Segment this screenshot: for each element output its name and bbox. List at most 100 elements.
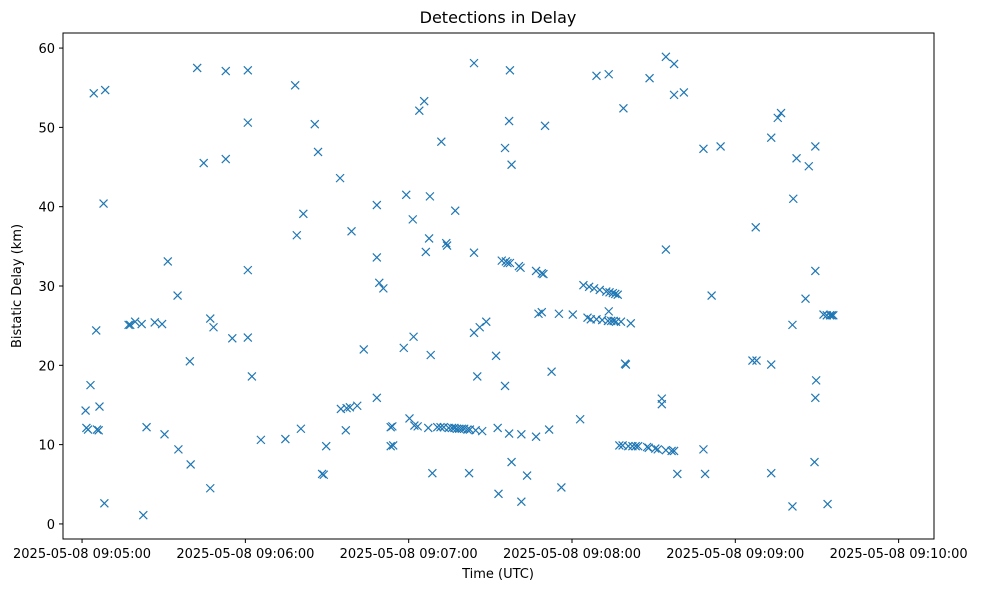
data-point: [256, 435, 266, 445]
y-tick-label: 50: [38, 121, 55, 136]
data-point: [522, 471, 532, 480]
data-point: [388, 440, 398, 450]
data-point: [810, 141, 820, 151]
data-point: [124, 320, 134, 330]
data-point: [699, 144, 708, 154]
data-point: [669, 59, 679, 69]
data-point: [185, 356, 195, 366]
data-point: [645, 73, 654, 83]
data-point: [544, 425, 554, 434]
data-point: [661, 245, 671, 254]
data-point: [578, 280, 588, 290]
data-point: [130, 317, 140, 327]
data-point: [313, 147, 323, 157]
data-point: [609, 316, 619, 326]
data-point: [100, 85, 110, 95]
data-point: [409, 421, 419, 431]
y-axis-ticks: 0 10 20 30 40 50 60: [38, 42, 63, 533]
y-tick-label: 20: [38, 359, 55, 374]
data-point: [584, 282, 594, 292]
data-point: [766, 133, 776, 143]
data-point: [516, 497, 526, 507]
data-point: [547, 367, 557, 377]
data-point: [801, 294, 810, 304]
data-point: [86, 380, 95, 390]
data-point: [436, 422, 445, 432]
data-point: [503, 258, 512, 268]
y-tick-label: 30: [38, 280, 55, 295]
data-point: [342, 403, 352, 413]
data-point: [374, 278, 384, 288]
data-point: [810, 266, 820, 276]
data-point: [748, 356, 757, 365]
x-tick-label: 2025-05-08 09:09:00: [666, 547, 804, 562]
data-point: [81, 406, 91, 415]
data-point: [372, 393, 382, 403]
data-point: [556, 483, 566, 492]
data-point: [500, 381, 510, 391]
data-point: [667, 446, 677, 456]
data-point: [650, 444, 660, 454]
data-point: [409, 332, 419, 342]
data-point: [481, 317, 491, 327]
data-point: [788, 502, 797, 511]
data-point: [163, 256, 173, 266]
data-point: [160, 429, 169, 439]
data-point: [173, 444, 183, 454]
data-point: [619, 103, 628, 113]
data-point: [504, 116, 514, 126]
data-point: [192, 63, 202, 73]
data-point: [788, 194, 798, 204]
data-point: [669, 446, 679, 456]
data-point: [766, 468, 776, 478]
plot-frame: [62, 32, 935, 540]
data-point: [504, 429, 514, 438]
data-point: [633, 441, 643, 451]
data-point: [469, 248, 479, 258]
data-point: [205, 314, 215, 323]
data-point: [243, 118, 253, 128]
data-points: [81, 52, 838, 520]
data-point: [493, 423, 503, 433]
data-point: [319, 470, 329, 480]
data-point: [405, 414, 414, 423]
data-point: [441, 238, 451, 248]
data-point: [421, 247, 431, 257]
data-point: [626, 318, 636, 328]
y-tick-label: 0: [47, 518, 55, 533]
data-point: [540, 121, 550, 131]
data-point: [408, 214, 418, 224]
data-point: [804, 161, 814, 171]
data-point: [243, 265, 253, 275]
data-point: [335, 173, 345, 183]
data-point: [472, 371, 482, 381]
data-point: [227, 333, 237, 343]
data-point: [186, 460, 196, 469]
data-point: [378, 283, 388, 293]
x-tick-label: 2025-05-08 09:07:00: [340, 547, 478, 562]
data-point: [419, 96, 429, 106]
data-point: [450, 206, 460, 216]
data-point: [538, 269, 548, 279]
data-point: [608, 288, 618, 298]
data-point: [94, 425, 104, 435]
data-point: [386, 441, 396, 451]
data-point: [516, 429, 526, 439]
data-point: [89, 88, 99, 98]
data-point: [150, 318, 160, 327]
x-tick-label: 2025-05-08 09:10:00: [830, 547, 968, 562]
data-point: [752, 356, 761, 365]
data-point: [700, 469, 710, 479]
data-point: [426, 350, 436, 360]
data-point: [825, 310, 835, 320]
data-point: [491, 351, 501, 361]
data-point: [401, 190, 411, 200]
data-point: [247, 371, 257, 381]
data-point: [792, 153, 801, 163]
data-point: [589, 283, 599, 293]
data-point: [99, 199, 108, 208]
data-point: [83, 425, 93, 434]
data-point: [137, 319, 147, 329]
data-point: [138, 510, 148, 520]
